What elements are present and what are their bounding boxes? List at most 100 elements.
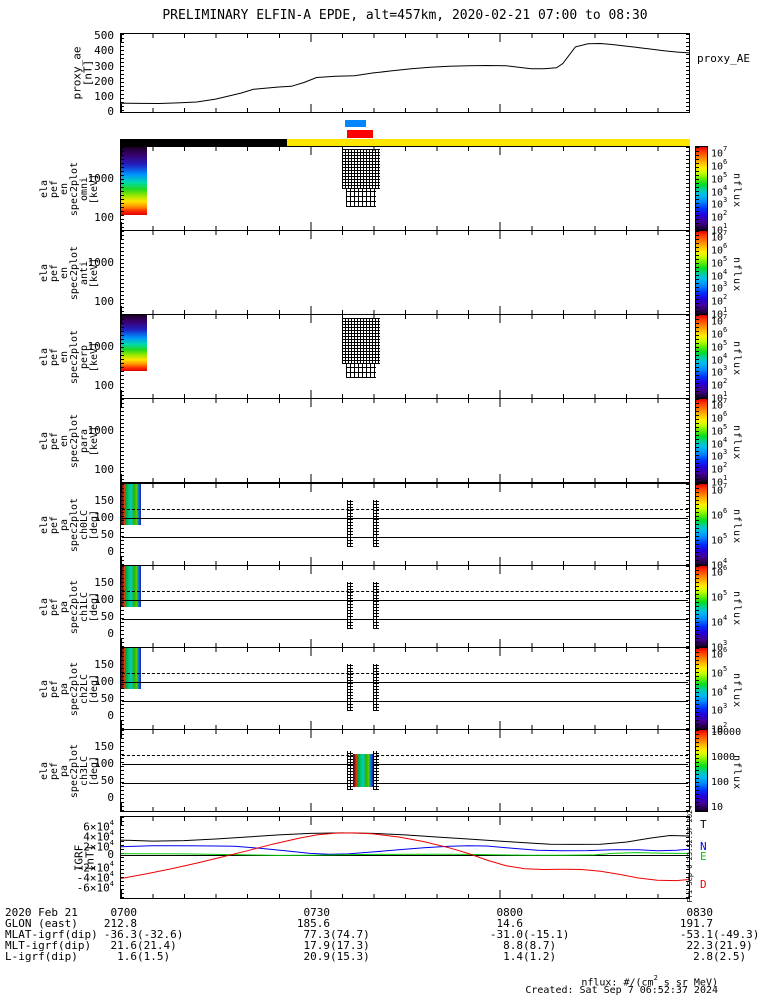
proxy-ae-panel bbox=[120, 33, 690, 113]
tick-comb bbox=[686, 817, 689, 898]
tick-marks bbox=[121, 566, 689, 574]
y-tick-label: 300 bbox=[94, 59, 114, 73]
panel-left-label-text: ela pef en spec2plot para [keV] bbox=[39, 413, 100, 468]
burst-edge-hatch bbox=[373, 751, 379, 790]
pitch-panel-ch2LC bbox=[120, 647, 690, 730]
loss-cone-line bbox=[122, 517, 688, 519]
table-cell: 185.6 bbox=[296, 917, 330, 930]
interval-bar-yellow bbox=[287, 139, 690, 146]
y-tick-label: 150 bbox=[94, 575, 114, 589]
tick-marks bbox=[121, 721, 689, 729]
colorbar-tick-label: 1000 bbox=[711, 752, 736, 764]
colorbar-tick-label: 102 bbox=[711, 461, 728, 476]
y-tick-label: 100 bbox=[94, 211, 114, 225]
y-tick-label: -6×104 bbox=[76, 880, 114, 895]
plot-title: PRELIMINARY ELFIN-A EPDE, alt=457km, 202… bbox=[162, 8, 648, 23]
y-tick-label: 150 bbox=[94, 493, 114, 507]
tick-comb bbox=[686, 484, 689, 565]
colorbar-tick-label: 104 bbox=[711, 267, 728, 282]
pitch-panel-ch0LC bbox=[120, 483, 690, 566]
colorbar-tick-label: 104 bbox=[711, 183, 728, 198]
table-cell: 191.7 bbox=[679, 917, 713, 930]
tick-marks bbox=[121, 803, 689, 811]
tick-comb bbox=[121, 34, 124, 112]
spectrogram-noise-hatch bbox=[346, 363, 376, 379]
time-axis-label: 0730 bbox=[303, 906, 330, 919]
table-cell: 1.6(1.5) bbox=[117, 950, 171, 963]
loss-cone-line bbox=[122, 599, 688, 601]
line-chart-canvas bbox=[121, 42, 689, 105]
tick-comb bbox=[696, 566, 699, 647]
y-tick-label: -4×104 bbox=[76, 869, 114, 885]
colorbar-tick-label: 106 bbox=[711, 242, 728, 257]
colorbar-tick-label: 105 bbox=[711, 254, 728, 270]
colorbar-axis-label: nflux bbox=[731, 172, 742, 208]
tick-comb bbox=[696, 147, 699, 230]
tick-marks bbox=[121, 484, 689, 492]
spectrogram-burst bbox=[121, 315, 147, 371]
antiloss-cone-line bbox=[122, 509, 688, 511]
igrf-legend-E: E bbox=[700, 850, 707, 863]
antiloss-cone-line bbox=[122, 591, 688, 593]
y-tick-label: 100 bbox=[94, 756, 114, 770]
colorbar-axis-label: nflux bbox=[731, 340, 742, 376]
colorbar-tick-label: 105 bbox=[711, 170, 728, 186]
y-tick-label: 2×104 bbox=[83, 839, 114, 854]
panel-left-label-text: ela pef en spec2plot anti [keV] bbox=[39, 245, 100, 300]
table-cell: 212.8 bbox=[103, 917, 137, 930]
loss-cone-line bbox=[122, 763, 688, 765]
burst-edge-hatch bbox=[373, 500, 379, 548]
spectrogram-noise-hatch bbox=[342, 148, 380, 190]
colorbar-tick-label: 105 bbox=[711, 338, 728, 354]
tick-comb bbox=[121, 315, 124, 398]
y-tick-label: 100 bbox=[94, 89, 114, 103]
tick-marks bbox=[121, 315, 689, 323]
tick-comb bbox=[696, 315, 699, 398]
y-tick-label: 0 bbox=[107, 790, 114, 804]
colorbar-tick-label: 106 bbox=[711, 410, 728, 425]
y-tick-label: 200 bbox=[94, 74, 114, 88]
colorbar-tick-label: 107 bbox=[711, 145, 728, 160]
y-tick-label: 50 bbox=[100, 691, 114, 705]
colorbar-tick-label: 103 bbox=[711, 280, 728, 295]
igrf-legend-T: T bbox=[700, 818, 707, 831]
table-cell: 20.9(15.3) bbox=[303, 950, 370, 963]
colorbar-axis-label: nflux bbox=[731, 754, 742, 790]
colorbar bbox=[695, 398, 708, 483]
colorbar bbox=[695, 483, 708, 566]
tick-comb bbox=[686, 147, 689, 230]
table-cell: 21.6(21.4) bbox=[110, 939, 177, 952]
table-cell: 1.4(1.2) bbox=[503, 950, 557, 963]
colorbar-tick-label: 105 bbox=[711, 422, 728, 438]
y-tick-label: 100 bbox=[94, 295, 114, 309]
spec-panel-perp bbox=[120, 314, 690, 399]
tick-comb bbox=[696, 399, 699, 482]
y-tick-label: 6×104 bbox=[83, 818, 114, 834]
colorbar bbox=[695, 729, 708, 812]
colorbar-tick-label: 100 bbox=[711, 776, 730, 788]
y-tick-label: 0 bbox=[107, 105, 114, 118]
line-chart-canvas bbox=[121, 832, 689, 882]
tick-marks bbox=[121, 817, 689, 825]
colorbar bbox=[695, 146, 708, 231]
table-row-label: MLT-igrf(dip) bbox=[5, 939, 92, 952]
colorbar bbox=[695, 565, 708, 648]
colorbar-tick-label: 103 bbox=[711, 448, 728, 463]
colorbar-tick-label: 107 bbox=[711, 397, 728, 412]
colorbar-tick-label: 106 bbox=[711, 564, 728, 579]
spec-panel-omni bbox=[120, 146, 690, 231]
colorbar-tick-label: 101 bbox=[711, 473, 728, 489]
spec-panel-para bbox=[120, 398, 690, 483]
tick-marks bbox=[121, 306, 689, 314]
pitch-panel-ch1LC bbox=[120, 565, 690, 648]
colorbar-tick-label: 103 bbox=[711, 702, 728, 717]
flux-units-note: nflux: #/(cm2 s sr MeV) bbox=[581, 974, 718, 989]
burst-edge-hatch bbox=[347, 751, 353, 790]
igrf-panel bbox=[120, 816, 690, 899]
y-tick-label: 150 bbox=[94, 657, 114, 671]
pitch-angle-burst bbox=[121, 484, 141, 525]
y-tick-label: 4×104 bbox=[83, 828, 114, 844]
colorbar-tick-label: 103 bbox=[711, 196, 728, 211]
colorbar-tick-label: 106 bbox=[711, 158, 728, 173]
panel-left-label-text: ela pef en spec2plot omni [keV] bbox=[39, 161, 100, 216]
